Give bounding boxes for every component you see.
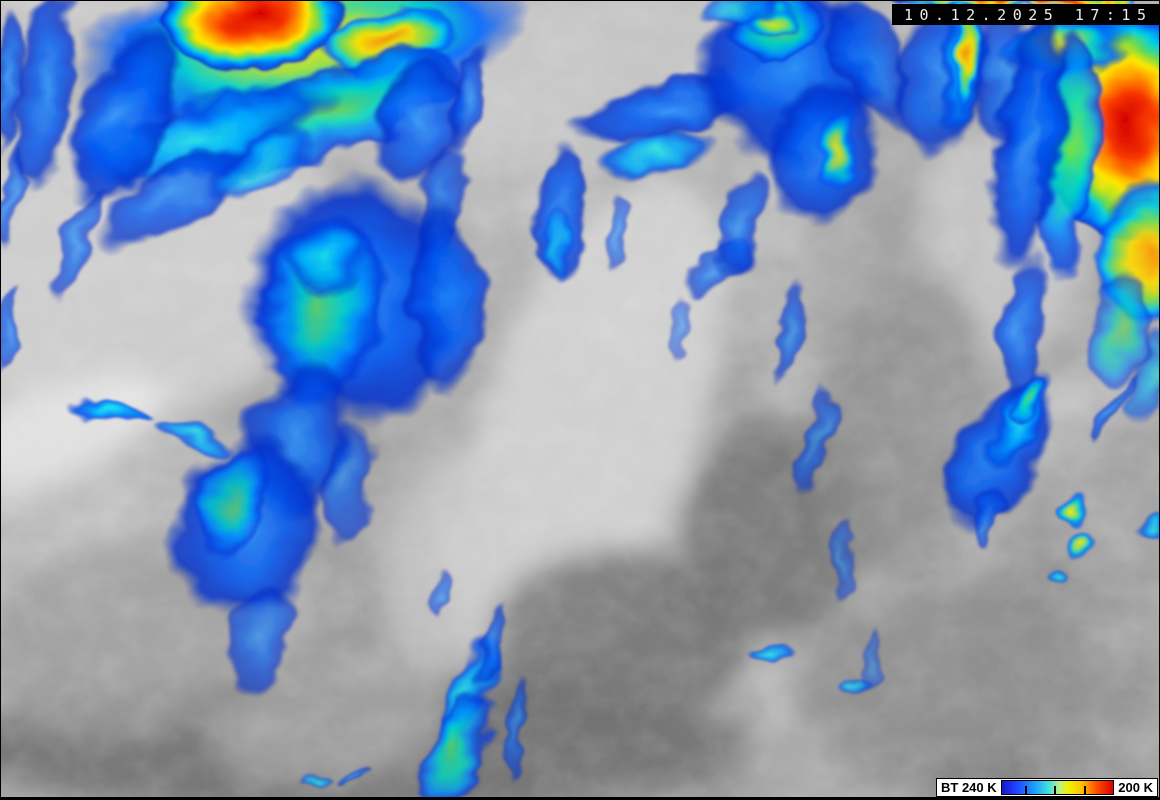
cold-cloud-system-blue bbox=[858, 628, 881, 697]
timestamp-text: 10.12.2025 17:15 bbox=[904, 5, 1153, 24]
cold-cloud-system-cyan bbox=[841, 677, 868, 698]
cold-cloud-system-blue bbox=[14, 1, 78, 200]
cold-cloud-system-yellow bbox=[814, 112, 861, 192]
cold-cloud-system-blue bbox=[773, 275, 806, 384]
cold-cloud-system-cyan bbox=[146, 421, 235, 450]
cold-cloud-system-yellow bbox=[1060, 497, 1095, 528]
cold-cloud-system-cyan bbox=[1127, 329, 1159, 429]
cold-cloud-system-blue bbox=[53, 187, 99, 302]
colorbar-max-label: 200 K bbox=[1118, 780, 1153, 795]
cold-cloud-system-blue bbox=[406, 195, 485, 404]
colorbar-tick bbox=[1054, 786, 1057, 794]
cold-cloud-system-blue bbox=[477, 599, 508, 687]
cold-cloud-system-blue bbox=[323, 419, 378, 538]
colorbar-gradient bbox=[1000, 780, 1115, 795]
timestamp-overlay: 10.12.2025 17:15 bbox=[892, 4, 1159, 25]
cold-cloud-system-blue bbox=[1, 6, 27, 155]
cold-cloud-system-blue bbox=[1093, 377, 1135, 444]
cold-cloud-system-blue bbox=[1, 145, 28, 255]
cold-cloud-system-cyan bbox=[296, 773, 335, 791]
cold-cloud-system-blue bbox=[227, 579, 294, 696]
cold-cloud-system-blue bbox=[601, 190, 629, 280]
cold-cloud-system-blue bbox=[337, 768, 373, 782]
cold-cloud-system-blue bbox=[665, 300, 694, 359]
cold-cloud-system-green bbox=[417, 694, 499, 797]
cold-cloud-system-blue bbox=[446, 37, 494, 154]
cold-cloud-system-blue bbox=[974, 485, 1004, 552]
cold-cloud-system-blue bbox=[831, 514, 858, 603]
cold-cloud-system-cyan bbox=[694, 1, 775, 18]
colorbar-min-label: BT 240 K bbox=[941, 780, 997, 795]
colorbar-tick bbox=[1025, 786, 1028, 794]
cold-cloud-system-blue bbox=[717, 172, 772, 278]
colorbar-tick bbox=[1084, 786, 1087, 794]
cold-cloud-system-green bbox=[1011, 368, 1044, 426]
cold-cloud-system-blue bbox=[427, 569, 453, 627]
cold-cloud-system-cyan bbox=[546, 200, 568, 290]
cold-cloud-system-cyan bbox=[67, 398, 150, 424]
cold-cloud-system-blue bbox=[1, 284, 18, 374]
cold-cloud-system-cyan bbox=[205, 131, 316, 200]
cold-cloud-system-cyan bbox=[285, 209, 366, 300]
cold-cloud-system-blue bbox=[503, 668, 527, 777]
cold-cloud-system-blue bbox=[827, 1, 912, 130]
cold-cloud-system-blue bbox=[991, 1, 1067, 279]
cold-cloud-system-blue bbox=[997, 251, 1052, 408]
cold-cloud-system-cyan bbox=[1060, 569, 1079, 584]
cold-cloud-system-blue bbox=[62, 28, 180, 213]
cold-cloud-system-cyan bbox=[1138, 512, 1159, 535]
cold-cloud-system-green bbox=[193, 445, 268, 562]
cold-cloud-system-blue bbox=[800, 384, 829, 494]
colorbar-legend: BT 240 K 200 K bbox=[936, 778, 1158, 797]
cold-cloud-system-cyan bbox=[595, 132, 715, 179]
cold-cloud-system-red bbox=[155, 1, 346, 72]
cold-cloud-system-yellow bbox=[1067, 531, 1098, 560]
cold-cloud-system-cyan bbox=[742, 643, 798, 663]
